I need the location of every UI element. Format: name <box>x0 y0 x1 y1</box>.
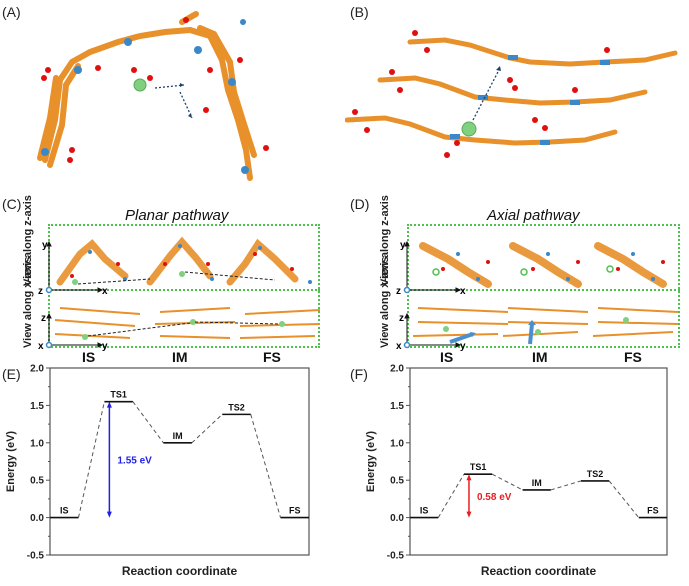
direction-arrow-is <box>449 332 474 344</box>
connector-line <box>132 401 164 444</box>
y-tick-label: 2.0 <box>30 364 44 375</box>
box-divider <box>48 289 320 291</box>
axis-z-label: z <box>38 286 43 297</box>
barrier-arrow-head-up <box>106 401 112 408</box>
axis-z-label-d: z <box>396 286 401 297</box>
state-label-ts1: TS1 <box>110 390 127 400</box>
nitrogen-atoms <box>41 19 249 174</box>
energy-chart-axial: -0.5 0.0 0.5 1.0 1.5 2.0 Energy (eV) Reaction c… <box>365 364 668 578</box>
panel-c-title: Planar pathway <box>125 207 229 224</box>
polymer-chain-left <box>37 27 193 168</box>
panel-label-c: (C) <box>2 196 22 212</box>
x-axis-label: Reaction coordinate <box>122 564 238 578</box>
panel-label-a: (A) <box>2 4 21 20</box>
state-label-im: IM <box>173 431 183 441</box>
state-label-fs: FS <box>647 506 659 516</box>
y-tick-label: 0.0 <box>30 513 44 524</box>
axis-z-label-d2: z <box>399 313 404 324</box>
connector-line <box>191 414 223 444</box>
axis-x-label-d: x <box>460 286 466 297</box>
plot-frame <box>409 367 668 556</box>
y-tick-label: -0.5 <box>387 551 405 562</box>
axis-x-label-2: x <box>38 341 44 352</box>
barrier-arrow-head-down <box>106 511 112 518</box>
axis-y-label-d: y <box>400 240 406 251</box>
lithium-ion <box>133 78 147 92</box>
y-tick-label: 1.0 <box>390 438 404 449</box>
y-tick-label: 2.0 <box>390 364 404 375</box>
polymer-layers <box>345 37 678 146</box>
li-ion-is <box>72 279 78 285</box>
connector-line <box>492 473 523 491</box>
plot-frame <box>49 367 310 556</box>
lithium-ion <box>461 121 477 137</box>
panel-label-d: (D) <box>350 196 370 212</box>
y-tick-label: 0.5 <box>390 476 404 487</box>
connector-line <box>550 480 582 491</box>
y-tick-label: 0.0 <box>390 513 404 524</box>
li-ion-fs-d <box>606 265 614 273</box>
migration-path-z <box>77 271 276 285</box>
state-label-fs-c: FS <box>263 349 281 365</box>
axial-structures: y z x z x y <box>396 240 679 352</box>
axis-z-label-2: z <box>41 313 46 324</box>
axis-triad-bottom <box>45 312 104 349</box>
axis-y-label-2: y <box>102 341 108 352</box>
panel-label-b: (B) <box>350 4 369 20</box>
molecule-panel-b <box>345 30 678 158</box>
y-tick-label: 1.5 <box>390 401 404 412</box>
box-divider-d <box>407 289 680 291</box>
planar-structures: y z x z x y <box>38 236 321 352</box>
y-tick-label: 0.5 <box>30 476 44 487</box>
axis-x-label-d2: x <box>396 341 402 352</box>
state-label-ts1: TS1 <box>470 462 487 472</box>
li-ion-is-d <box>432 268 440 276</box>
migration-path-x <box>87 321 281 337</box>
connector-line <box>250 414 281 518</box>
y-axis-label: Energy (eV) <box>5 431 17 492</box>
state-label-fs-d: FS <box>624 349 642 365</box>
state-label-ts2: TS2 <box>587 469 604 479</box>
state-label-is: IS <box>60 506 69 516</box>
energy-chart-planar: -0.5 0.0 0.5 1.0 1.5 2.0 Energy (eV) Reaction c… <box>5 364 310 578</box>
barrier-arrow-head-up <box>466 474 472 481</box>
barrier-value-label: 1.55 eV <box>117 456 152 467</box>
li-ion-im-d <box>520 268 528 276</box>
oxygen-atoms <box>41 17 269 163</box>
axis-triad-top <box>45 240 104 294</box>
y-tick-label: -0.5 <box>27 551 45 562</box>
connector-line <box>78 401 105 518</box>
panel-label-f: (F) <box>350 366 368 382</box>
diffusion-arrow <box>472 67 501 121</box>
nitrogen-atoms <box>450 55 610 145</box>
state-label-im: IM <box>532 478 542 488</box>
state-label-im-d: IM <box>532 349 548 365</box>
direction-arrow-im <box>528 323 534 345</box>
axis-y-label: y <box>42 240 48 251</box>
y-tick-label: 1.0 <box>30 438 44 449</box>
diffusion-arrows <box>154 84 193 119</box>
y-axis-label: Energy (eV) <box>365 431 377 492</box>
y-tick-label: 1.5 <box>30 401 44 412</box>
molecule-panel-a <box>37 11 269 181</box>
state-label-ts2: TS2 <box>228 402 245 412</box>
state-label-is-d: IS <box>440 349 454 365</box>
axis-x-label: x <box>102 286 108 297</box>
barrier-arrow-head-down <box>466 511 472 518</box>
barrier-value-label: 0.58 eV <box>477 492 512 503</box>
panel-label-e: (E) <box>2 366 21 382</box>
oxygen-atoms <box>352 30 610 158</box>
connector-line <box>608 480 640 518</box>
state-label-fs: FS <box>289 506 301 516</box>
li-ion-im <box>179 271 185 277</box>
panel-d-title: Axial pathway <box>487 207 580 224</box>
state-label-im-c: IM <box>172 349 188 365</box>
state-label-is-c: IS <box>82 349 96 365</box>
pathway-box-axial <box>407 224 680 348</box>
polymer-chain-right <box>179 11 257 181</box>
connector-line <box>437 473 465 518</box>
axis-y-label-d2: y <box>460 341 466 352</box>
state-label-is: IS <box>420 506 429 516</box>
x-axis-label: Reaction coordinate <box>481 564 597 578</box>
